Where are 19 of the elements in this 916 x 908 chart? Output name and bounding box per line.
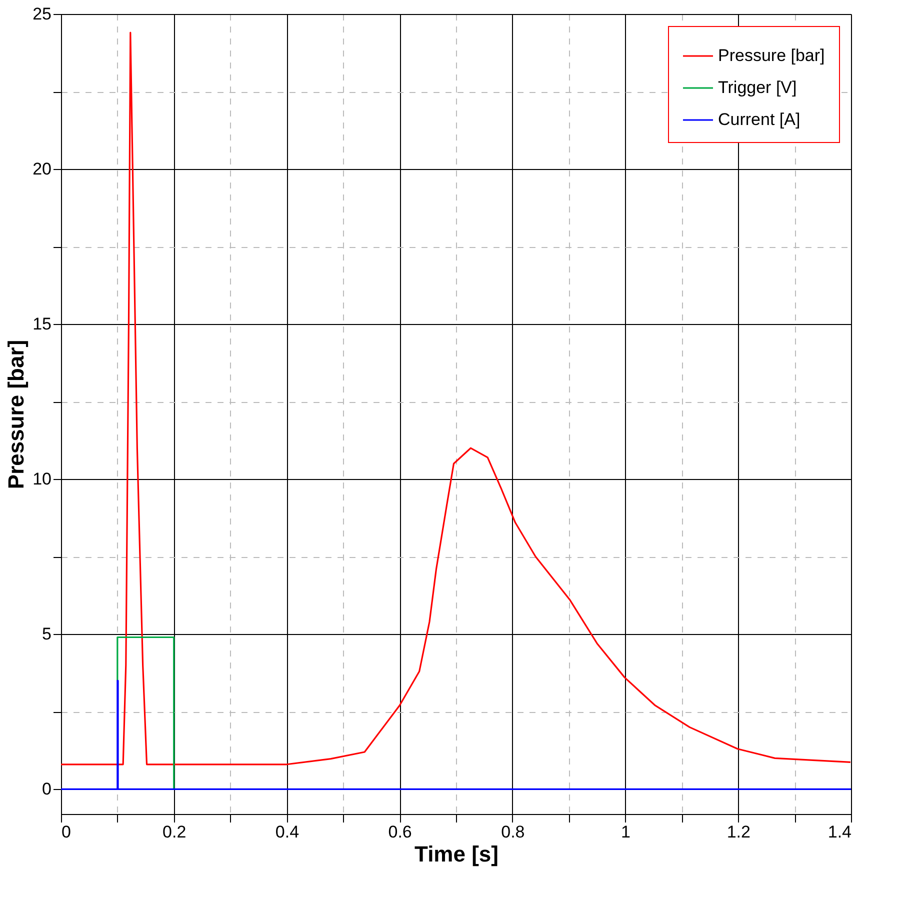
legend-label: Current [A] <box>718 110 800 129</box>
x-tick-label: 1.4 <box>828 822 852 842</box>
x-tick-label: 1.2 <box>726 822 750 842</box>
legend-label: Pressure [bar] <box>718 46 825 65</box>
y-tick-label: 10 <box>32 470 52 489</box>
x-tick-label: 0.2 <box>162 822 186 842</box>
x-tick-label: 1 <box>621 822 631 842</box>
x-axis-title: Time [s] <box>414 842 498 866</box>
y-tick-label: 20 <box>32 160 52 179</box>
y-tick-label: 5 <box>42 624 52 644</box>
y-tick-label: 25 <box>32 4 52 24</box>
x-tick-label: 0 <box>62 822 71 842</box>
y-axis-title: Pressure [bar] <box>4 340 29 490</box>
y-tick-label: 0 <box>42 780 52 799</box>
x-tick-label: 0.6 <box>388 822 412 842</box>
legend-label: Trigger [V] <box>718 78 797 97</box>
y-tick-label: 15 <box>32 314 52 334</box>
x-tick-label: 0.8 <box>501 822 525 842</box>
x-tick-label: 0.4 <box>275 822 300 842</box>
